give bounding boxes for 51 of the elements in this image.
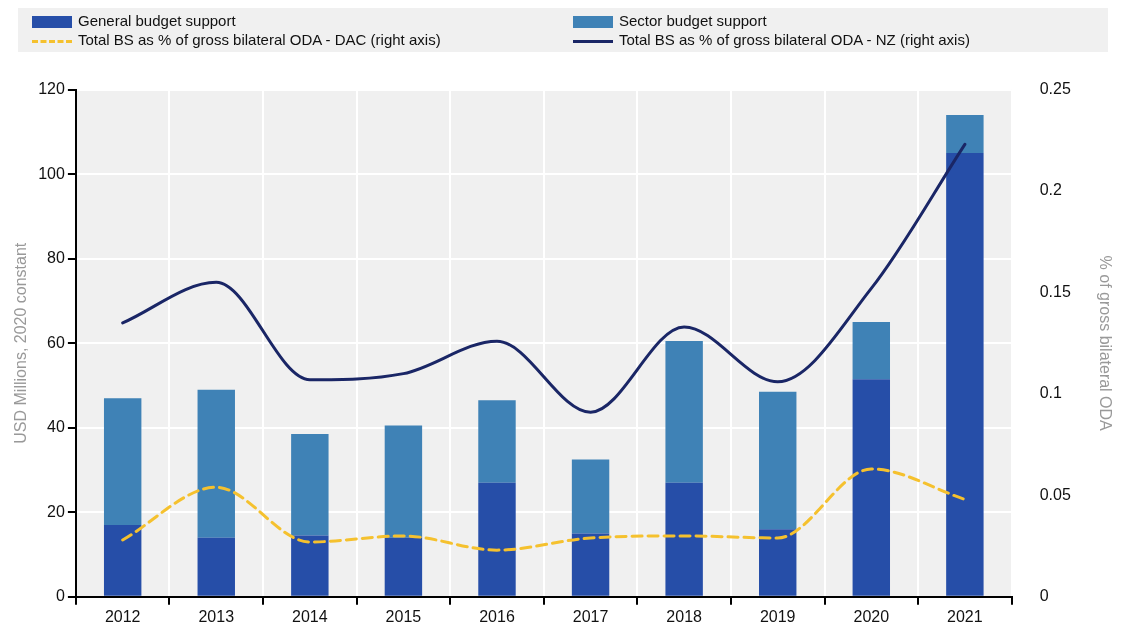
bar — [852, 379, 891, 596]
bar — [478, 482, 516, 596]
y-tick-label: 120 — [38, 80, 65, 98]
x-tick-label: 2017 — [572, 607, 609, 625]
bar — [197, 537, 235, 596]
x-tick-label: 2019 — [759, 607, 796, 625]
bar — [384, 537, 423, 596]
bar — [946, 153, 984, 596]
y2-axis-title: % of gross bilateral ODA — [1096, 255, 1114, 432]
y2-tick-label: 0.15 — [1039, 282, 1071, 300]
y2-tick-label: 0.2 — [1039, 181, 1062, 199]
line-series — [121, 142, 967, 414]
bar — [852, 322, 891, 380]
line-series — [121, 467, 967, 552]
legend-label: Total BS as % of gross bilateral ODA - NZ (right axis) — [619, 31, 970, 48]
x-tick-label: 2012 — [104, 607, 141, 625]
x-tick-label: 2021 — [947, 607, 983, 625]
x-tick-label: 2018 — [666, 607, 703, 625]
x-tick-label: 2016 — [479, 607, 515, 625]
y2-tick-label: 0 — [1039, 587, 1049, 605]
bar — [571, 533, 610, 596]
y2-tick-label: 0.1 — [1039, 384, 1062, 402]
bar — [197, 389, 235, 538]
bar — [103, 398, 142, 525]
y-tick-label: 20 — [47, 502, 65, 520]
x-tick-label: 2014 — [292, 607, 328, 625]
bar — [103, 524, 142, 596]
bar — [384, 425, 423, 538]
y-tick-label: 60 — [47, 333, 65, 351]
legend-label: Total BS as % of gross bilateral ODA - DAC (right axis) — [78, 31, 441, 48]
bar — [759, 529, 797, 596]
y2-tick-label: 0.25 — [1039, 80, 1071, 98]
legend-label: Sector budget support — [619, 12, 767, 29]
bar — [665, 482, 703, 596]
y-tick-label: 40 — [47, 418, 65, 436]
y2-tick-label: 0.05 — [1039, 485, 1071, 503]
legend-label: General budget support — [78, 12, 236, 29]
bar — [478, 400, 516, 483]
bar — [291, 434, 329, 536]
bar — [665, 341, 703, 483]
x-tick-label: 2015 — [385, 607, 422, 625]
bar — [759, 391, 797, 530]
x-tick-label: 2013 — [198, 607, 235, 625]
y-axis-title: USD Millions, 2020 constant — [12, 242, 30, 444]
y-tick-label: 100 — [38, 164, 65, 182]
bar — [571, 459, 610, 534]
y-tick-label: 80 — [47, 249, 65, 267]
bar — [946, 114, 984, 153]
bar — [291, 535, 329, 596]
x-tick-label: 2020 — [853, 607, 890, 625]
y-tick-label: 0 — [55, 587, 65, 605]
